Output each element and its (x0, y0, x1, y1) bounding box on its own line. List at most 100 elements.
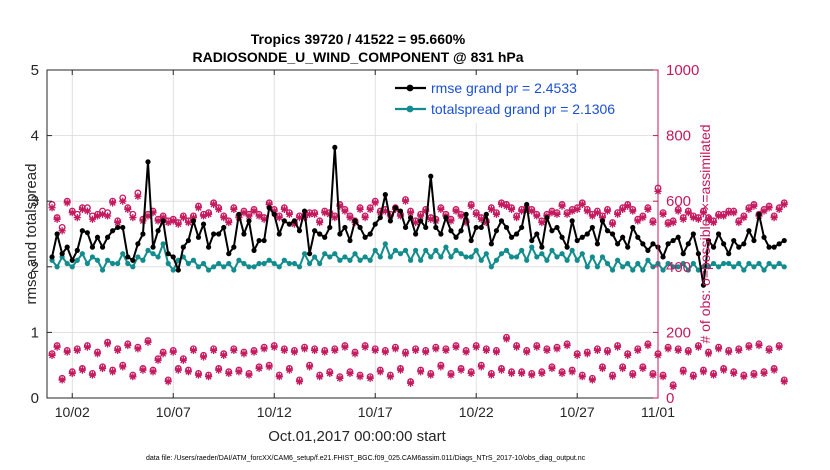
rmse-point (574, 237, 580, 244)
obs-assimilated-point (538, 218, 546, 227)
obs-assimilated-point (326, 369, 334, 377)
obs-assimilated-point (447, 217, 455, 225)
totalspread-point (372, 247, 378, 253)
totalspread-point (726, 260, 732, 267)
y-left-tick-label: 0 (31, 390, 39, 407)
obs-assimilated-point (295, 214, 304, 222)
rmse-point (675, 234, 681, 240)
obs-assimilated-point (83, 343, 91, 351)
obs-assimilated-point (477, 215, 485, 223)
rmse-point (438, 231, 444, 237)
obs-assimilated-point (427, 371, 435, 379)
obs-assimilated-point (275, 214, 283, 222)
totalspread-point (352, 251, 358, 257)
obs-assimilated-point (109, 199, 117, 207)
rmse-point (54, 231, 60, 237)
rmse-point (205, 244, 212, 250)
obs-assimilated-point (280, 346, 288, 355)
tick-labels: 10/02 10/07 10/12 10/17 10/22 10/27 11/0101234… (31, 62, 700, 420)
totalspread-point (418, 257, 424, 263)
obs-assimilated-point (437, 205, 445, 213)
obs-assimilated-point (154, 217, 162, 225)
obs-assimilated-point (755, 341, 763, 350)
obs-assimilated-point (422, 207, 430, 215)
rmse-point (498, 218, 505, 224)
totalspread-point (74, 257, 80, 263)
rmse-point (695, 251, 701, 257)
obs-assimilated-point (391, 345, 400, 353)
totalspread-point (342, 254, 348, 260)
rmse-point (301, 208, 308, 214)
obs-assimilated-point (331, 346, 339, 355)
rmse-point (160, 218, 166, 224)
totalspread-point (99, 267, 106, 273)
totalspread-point (746, 260, 752, 267)
obs-assimilated-point (154, 356, 162, 364)
obs-assimilated-point (507, 205, 516, 213)
obs-assimilated-point (614, 210, 622, 218)
obs-assimilated-point (603, 207, 612, 215)
obs-assimilated-point (533, 212, 541, 220)
obs-assimilated-point (406, 209, 415, 217)
obs-assimilated-point (457, 366, 465, 374)
obs-assimilated-point (573, 351, 581, 359)
rmse-point (322, 234, 328, 240)
data-file-footnote: data file: /Users/raeder/DAI/ATM_forcXX/… (146, 455, 586, 462)
obs-assimilated-point (518, 369, 526, 377)
obs-assimilated-point (265, 200, 273, 209)
obs-assimilated-point (467, 369, 475, 377)
rmse-point (397, 208, 404, 214)
obs-assimilated-point (629, 371, 637, 379)
rmse-point (180, 244, 186, 250)
rmse-point (751, 237, 757, 244)
totalspread-point (594, 264, 601, 270)
obs-assimilated-point (134, 345, 142, 353)
rmse-point (281, 218, 287, 224)
obs-assimilated-point (619, 364, 627, 373)
totalspread-point (347, 257, 353, 263)
rmse-point (110, 228, 116, 234)
totalspread-point (584, 264, 590, 270)
obs-assimilated-point (735, 218, 743, 227)
totalspread-point (539, 251, 545, 257)
obs-assimilated-point (88, 371, 97, 379)
obs-assimilated-point (371, 346, 379, 355)
obs-assimilated-point (750, 202, 758, 210)
rmse-point (286, 221, 292, 227)
obs-assimilated-point (103, 340, 112, 348)
obs-assimilated-point (290, 348, 299, 356)
totalspread-point (327, 254, 333, 260)
obs-assimilated-point (270, 343, 278, 351)
obs-assimilated-point (553, 210, 561, 218)
totalspread-point (185, 260, 191, 267)
obs-assimilated-point (361, 214, 369, 222)
obs-assimilated-point (497, 366, 506, 374)
totalspread-point (544, 257, 550, 263)
rmse-point (609, 231, 616, 237)
obs-assimilated-point (730, 209, 738, 217)
rmse-point (685, 241, 691, 247)
obs-assimilated-point (164, 378, 172, 386)
totalspread-point (514, 254, 520, 260)
obs-assimilated-point (664, 345, 672, 353)
obs-assimilated-point (523, 348, 531, 356)
obs-assimilated-point (179, 356, 187, 364)
series-obs_assimilated_low (48, 335, 788, 391)
rmse-point (377, 215, 383, 221)
totalspread-point (498, 251, 505, 257)
obs-assimilated-point (376, 209, 384, 217)
obs-assimilated-point (735, 346, 743, 355)
rmse-point (185, 237, 191, 244)
totalspread-point (751, 264, 757, 270)
y-left-tick-label: 1 (31, 324, 39, 341)
rmse-point (175, 267, 181, 273)
obs-assimilated-point (548, 209, 556, 217)
x-tick-label: 11/01 (641, 404, 675, 420)
totalspread-point (332, 251, 338, 257)
rmse-point (251, 247, 257, 253)
obs-assimilated-point (220, 214, 228, 222)
rmse-point (296, 228, 303, 234)
obs-assimilated-point (169, 217, 177, 225)
totalspread-point (423, 247, 429, 253)
obs-assimilated-point (169, 348, 177, 356)
